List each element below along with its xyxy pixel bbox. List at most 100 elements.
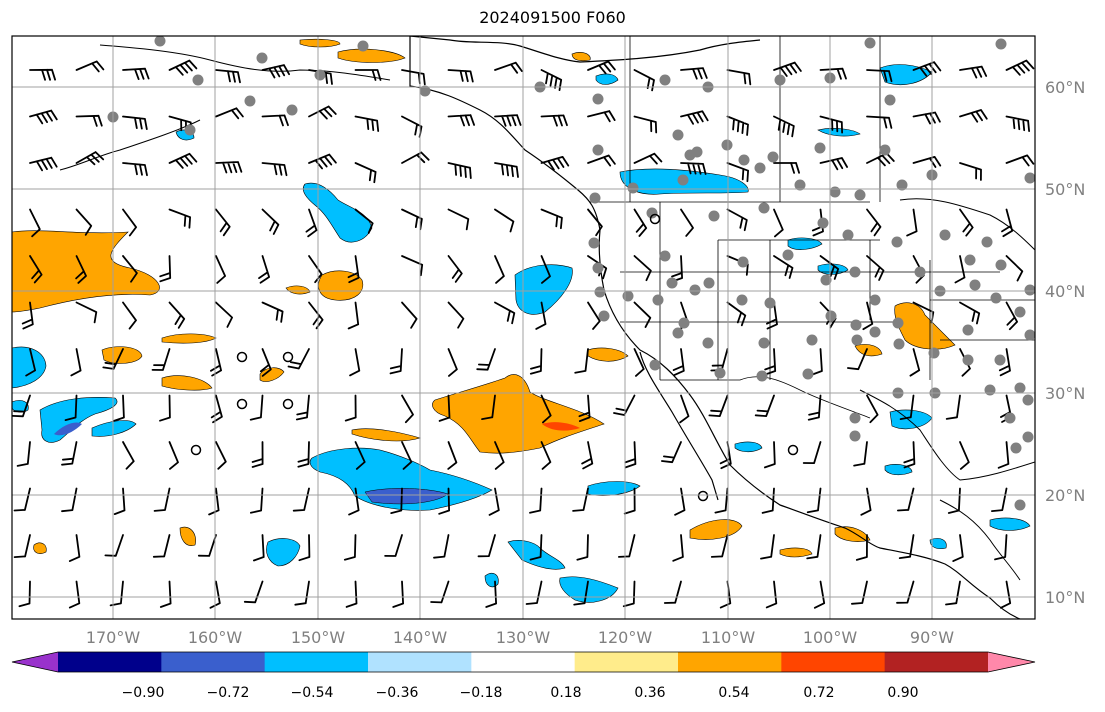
wind-barb <box>348 487 360 516</box>
station-dot <box>1014 499 1026 511</box>
negative-anomaly-area <box>595 73 619 85</box>
wind-barb <box>29 68 56 81</box>
colorbar-tick-label: −0.90 <box>122 685 165 701</box>
negative-anomaly-area <box>266 538 301 567</box>
colorbar-bin <box>574 652 679 672</box>
wind-barb <box>485 580 497 608</box>
wind-barb <box>959 65 988 79</box>
calm-wind-markers <box>190 213 799 502</box>
wind-barb <box>1005 154 1035 167</box>
wind-barb <box>633 208 648 237</box>
positive-anomaly-area <box>571 52 591 62</box>
wind-barb <box>535 301 547 330</box>
negative-anomaly-area <box>12 400 29 413</box>
wind-barb <box>68 580 81 609</box>
negative-anomaly-area <box>989 517 1031 531</box>
wind-barb <box>624 441 637 469</box>
negative-anomaly-area <box>787 237 823 250</box>
wind-barb <box>104 534 124 557</box>
colorbar-tick-label: 0.36 <box>634 685 665 701</box>
wind-barb <box>773 208 784 238</box>
station-dot <box>814 142 826 154</box>
wind-barb <box>765 580 778 609</box>
colorbar-bin <box>884 652 989 672</box>
wind-barb <box>215 107 244 120</box>
colorbar-tick-label: −0.18 <box>460 685 503 701</box>
wind-barb <box>947 487 961 514</box>
wind-barb <box>152 628 170 649</box>
station-dot <box>684 149 696 161</box>
wind-barb <box>64 394 78 421</box>
wind-barb <box>754 394 775 417</box>
wind-barb <box>13 487 31 512</box>
lat-label: 50°N <box>1045 180 1085 199</box>
station-dot <box>677 174 689 186</box>
station-dot <box>314 69 326 81</box>
positive-anomaly-area <box>689 519 743 540</box>
station-dot <box>928 347 940 359</box>
station-dot <box>820 274 832 286</box>
wind-barb <box>719 580 732 609</box>
wind-barb <box>806 487 822 514</box>
station-dot <box>962 324 974 336</box>
colorbar-tick-label: 0.18 <box>550 685 581 701</box>
wind-barb <box>773 255 794 279</box>
station-dot <box>192 74 204 86</box>
lon-label: 160°W <box>188 628 243 647</box>
station-dot <box>995 259 1007 271</box>
wind-barb <box>680 162 707 175</box>
wind-barb <box>75 114 103 127</box>
wind-barb <box>945 394 961 420</box>
wind-barb <box>113 394 125 422</box>
wind-barb <box>25 348 36 377</box>
wind-barb <box>773 61 802 77</box>
wind-barb <box>633 115 658 134</box>
station-dot <box>758 337 770 349</box>
positive-anomaly-area <box>318 270 364 301</box>
wind-barb <box>208 487 220 516</box>
station-dot <box>672 327 684 339</box>
wind-barb <box>540 394 552 424</box>
wind-barb <box>249 394 264 421</box>
station-dot <box>962 354 974 366</box>
wind-barb <box>661 441 682 464</box>
wind-barb <box>21 301 34 330</box>
wind-barb <box>258 255 270 284</box>
wind-barb <box>354 115 380 132</box>
station-dot <box>737 256 749 268</box>
station-dot <box>851 334 863 346</box>
wind-barb <box>954 255 966 284</box>
station-dot <box>964 254 976 266</box>
wind-barb <box>109 580 124 607</box>
wind-barb <box>215 301 233 328</box>
station-dot <box>736 294 748 306</box>
station-dot <box>646 207 658 219</box>
station-dot <box>708 210 720 222</box>
colorbar-tick-label: −0.72 <box>207 685 250 701</box>
colorbar-extend-high <box>988 652 1035 672</box>
wind-barb <box>906 208 918 237</box>
colorbar-tick-label: 0.90 <box>887 685 918 701</box>
wind-barb <box>447 114 475 127</box>
wind-barb <box>633 301 652 328</box>
wind-barb <box>113 487 126 515</box>
wind-barb <box>354 441 366 470</box>
wind-barb <box>18 580 31 608</box>
lat-label: 60°N <box>1045 78 1085 97</box>
wind-barb <box>674 487 686 516</box>
wind-barb <box>197 534 217 557</box>
station-dot <box>794 179 806 191</box>
wind-barb <box>819 255 840 280</box>
wind-barb <box>680 67 708 80</box>
wind-barb <box>488 487 500 516</box>
wind-barb <box>401 151 430 164</box>
wind-barb <box>24 628 33 654</box>
wind-barb <box>287 348 310 370</box>
station-dot <box>738 154 750 166</box>
station-dot <box>184 124 196 136</box>
colorbar-bin <box>161 652 266 672</box>
wind-barb <box>672 348 685 376</box>
wind-barb <box>581 628 591 654</box>
wind-barb <box>122 115 148 130</box>
